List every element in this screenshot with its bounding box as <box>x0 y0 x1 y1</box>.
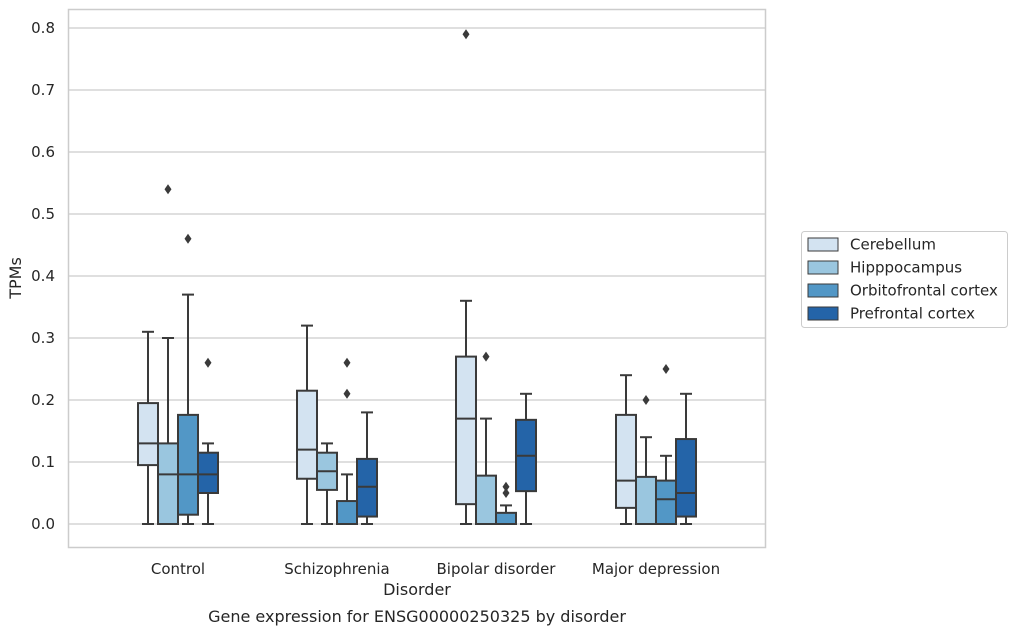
x-axis-label: Disorder <box>383 580 451 599</box>
outlier-point <box>502 481 510 492</box>
legend-items: Cerebellum Hipppocampus Orbitofrontal cort… <box>807 236 998 323</box>
box <box>197 357 219 525</box>
outlier-point <box>482 351 490 362</box>
outlier-point <box>662 364 670 374</box>
box-body <box>615 413 637 509</box>
chart-caption: Gene expression for ENSG00000250325 by d… <box>208 607 626 626</box>
y-tick-label: 0.5 <box>31 205 55 223</box>
box <box>515 392 537 525</box>
box-body <box>455 355 477 506</box>
box <box>495 481 517 526</box>
box <box>615 374 637 525</box>
outlier-point <box>343 388 351 399</box>
outlier-point <box>164 184 172 195</box>
box-group <box>455 29 537 526</box>
x-tick-label: Control <box>151 560 205 578</box>
x-tick-label: Bipolar disorder <box>437 560 557 578</box>
y-tick-label: 0.4 <box>31 267 55 285</box>
box <box>177 233 199 525</box>
box-group <box>137 184 219 525</box>
plot-frame <box>67 8 767 549</box>
legend-swatch <box>807 237 839 252</box>
box-body <box>675 438 697 518</box>
box-body <box>635 475 657 526</box>
y-tick-label: 0.2 <box>31 391 55 409</box>
x-tick-label: Major depression <box>592 560 720 578</box>
box-group <box>296 324 378 525</box>
y-tick-label: 0.8 <box>31 19 55 37</box>
legend-swatch <box>807 306 839 321</box>
x-tick-labels: Control Schizophrenia Bipolar disorder Majo… <box>151 560 720 578</box>
outlier-point <box>204 357 212 368</box>
legend-item: Cerebellum <box>807 236 936 254</box>
box <box>455 29 477 525</box>
y-tick-label: 0.7 <box>31 81 55 99</box>
box-body <box>475 474 497 526</box>
box-groups <box>137 29 697 526</box>
legend-item: Hipppocampus <box>807 259 962 277</box>
box <box>655 364 677 526</box>
box <box>316 442 338 525</box>
box <box>336 357 358 525</box>
box-body <box>157 442 179 525</box>
legend-item: Prefrontal cortex <box>807 305 975 323</box>
box-body <box>655 479 677 526</box>
box <box>157 184 179 525</box>
x-tick-label: Schizophrenia <box>284 560 389 578</box>
box <box>356 411 378 525</box>
box-body <box>296 389 318 480</box>
legend-swatch <box>807 260 839 275</box>
legend-label: Orbitofrontal cortex <box>850 282 998 300</box>
outlier-point <box>184 233 192 244</box>
box <box>475 351 497 526</box>
outlier-point <box>502 488 510 498</box>
y-tick-label: 0.3 <box>31 329 55 347</box>
box <box>675 392 697 525</box>
box <box>137 330 159 525</box>
box <box>635 395 657 526</box>
legend-label: Prefrontal cortex <box>850 305 975 323</box>
box-body <box>336 500 358 525</box>
legend: Cerebellum Hipppocampus Orbitofrontal cort… <box>801 231 1008 328</box>
y-axis-label: TPMs <box>6 257 25 300</box>
box-body <box>197 451 219 495</box>
legend-frame <box>801 231 1008 328</box>
y-tick-label: 0.0 <box>31 515 55 533</box>
outlier-point <box>642 395 650 405</box>
box-body <box>495 511 517 526</box>
box-group <box>615 364 697 526</box>
y-tick-label: 0.1 <box>31 453 55 471</box>
legend-item: Orbitofrontal cortex <box>807 282 998 300</box>
legend-label: Cerebellum <box>850 236 936 254</box>
y-tick-labels: 0.0 0.1 0.2 0.3 0.4 0.5 0.6 0.7 0.8 <box>31 19 55 533</box>
box-body <box>137 402 159 467</box>
box-body <box>177 413 199 516</box>
box <box>296 324 318 525</box>
legend-label: Hipppocampus <box>850 259 962 277</box>
outlier-point <box>462 29 470 40</box>
y-tick-label: 0.6 <box>31 143 55 161</box>
legend-swatch <box>807 283 839 298</box>
outlier-point <box>343 357 351 368</box>
